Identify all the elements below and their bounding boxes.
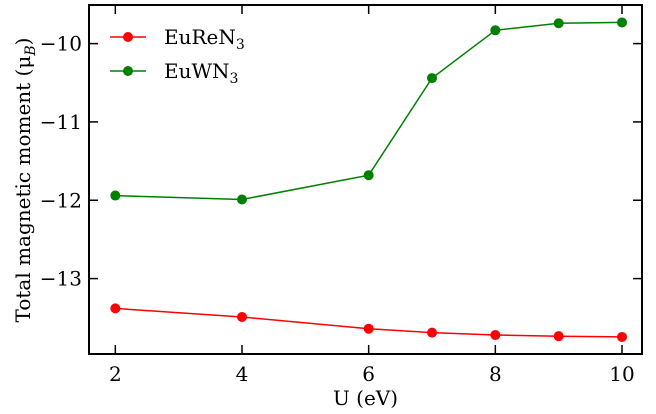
data-point [110, 303, 121, 314]
y-tick-label: −13 [40, 267, 82, 291]
data-point [427, 73, 437, 84]
x-axis-ticks: 2 4 6 8 10 [109, 6, 635, 386]
data-point [427, 327, 437, 338]
y-axis-ticks: −13 −12 −11 −10 [40, 32, 641, 291]
x-tick-label: 2 [109, 362, 122, 386]
x-tick-label: 8 [489, 362, 502, 386]
y-tick-label: −10 [40, 32, 82, 56]
x-tick-label: 6 [362, 362, 375, 386]
legend-marker-euwn3 [123, 66, 133, 76]
legend-item-eurenn3: EuReN3 [110, 25, 245, 53]
y-axis-title-main: Total magnetic moment (μ [11, 56, 35, 323]
data-point [237, 311, 247, 322]
legend-label-euwn3-main: EuWN [164, 59, 230, 83]
legend-marker-eurenn3 [123, 32, 133, 42]
legend: EuReN3 EuWN3 [110, 25, 245, 87]
x-tick-label: 4 [236, 362, 249, 386]
data-point [553, 18, 564, 29]
y-axis-title-end: ) [11, 38, 35, 46]
y-tick-label: −12 [40, 188, 82, 212]
y-axis-title-sub: B [23, 45, 39, 56]
x-tick-label: 10 [609, 362, 634, 386]
legend-label-euwn3: EuWN3 [164, 59, 238, 87]
data-point [110, 190, 121, 201]
legend-item-euwn3: EuWN3 [110, 59, 238, 87]
data-point [490, 25, 501, 36]
legend-label-eurenn3: EuReN3 [164, 25, 245, 53]
data-point [553, 331, 564, 342]
data-point [237, 194, 247, 205]
data-point [617, 17, 627, 28]
data-point [363, 170, 374, 181]
legend-label-euwn3-sub: 3 [230, 71, 239, 87]
legend-label-eurenn3-main: EuReN [164, 25, 236, 49]
y-axis-title: Total magnetic moment (μB) [11, 38, 39, 323]
data-point [490, 329, 501, 340]
plot-marks [110, 17, 627, 342]
x-axis-title: U (eV) [333, 386, 398, 410]
y-tick-label: −11 [40, 110, 82, 134]
data-point [363, 323, 374, 334]
legend-label-eurenn3-sub: 3 [236, 37, 245, 53]
plot-frame [88, 4, 643, 355]
data-point [617, 331, 627, 342]
